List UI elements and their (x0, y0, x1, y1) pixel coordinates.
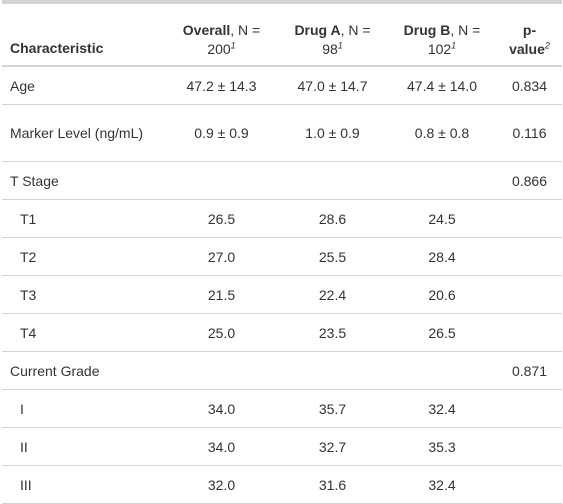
header-drug-b-n-label: , N = (450, 22, 481, 38)
table-row: Age 47.2 ± 14.3 47.0 ± 14.7 47.4 ± 14.0 … (2, 66, 562, 105)
table-row: T4 25.0 23.5 26.5 (2, 313, 562, 352)
overall-cell: 27.0 (165, 237, 278, 276)
table-row: T Stage 0.866 (2, 161, 562, 200)
overall-cell: 25.0 (165, 313, 278, 352)
row-label: Marker Level (ng/mL) (2, 104, 165, 162)
row-label: T2 (2, 237, 165, 276)
p-value-cell: 0.871 (497, 351, 562, 390)
header-characteristic-label: Characteristic (10, 40, 104, 56)
p-value-cell (497, 465, 562, 504)
drug-b-cell (387, 351, 497, 390)
overall-cell: 0.9 ± 0.9 (165, 104, 278, 162)
drug-a-cell (278, 351, 387, 390)
drug-b-cell: 47.4 ± 14.0 (387, 66, 497, 105)
row-label: I (2, 389, 165, 428)
row-label: Current Grade (2, 351, 165, 390)
table-row: I 34.0 35.7 32.4 (2, 389, 562, 428)
header-overall-group: Overall (182, 22, 231, 38)
table-body: Age 47.2 ± 14.3 47.0 ± 14.7 47.4 ± 14.0 … (2, 66, 562, 504)
overall-cell: 26.5 (165, 199, 278, 238)
table-row: II 34.0 32.7 35.3 (2, 427, 562, 466)
overall-cell: 32.0 (165, 465, 278, 504)
p-value-cell (497, 427, 562, 466)
header-drug-b-count: 102 (427, 41, 452, 57)
drug-b-cell: 28.4 (387, 237, 497, 276)
header-drug-a: Drug A, N = 981 (278, 3, 387, 67)
header-characteristic: Characteristic (2, 3, 165, 67)
drug-a-cell (278, 161, 387, 200)
table-row: III 32.0 31.6 32.4 (2, 465, 562, 504)
p-value-cell: 0.866 (497, 161, 562, 200)
row-label: II (2, 427, 165, 466)
overall-cell: 47.2 ± 14.3 (165, 66, 278, 105)
row-label: T4 (2, 313, 165, 352)
header-row: Characteristic Overall, N = 2001 Drug A,… (2, 3, 562, 67)
p-value-cell (497, 237, 562, 276)
row-label: III (2, 465, 165, 504)
drug-b-cell: 35.3 (387, 427, 497, 466)
overall-cell (165, 351, 278, 390)
table-row: T1 26.5 28.6 24.5 (2, 199, 562, 238)
drug-a-cell: 31.6 (278, 465, 387, 504)
drug-a-cell: 35.7 (278, 389, 387, 428)
overall-cell: 21.5 (165, 275, 278, 314)
header-drug-a-n-label: , N = (340, 22, 371, 38)
drug-b-cell: 32.4 (387, 389, 497, 428)
table-header: Characteristic Overall, N = 2001 Drug A,… (2, 0, 562, 67)
table-row: T3 21.5 22.4 20.6 (2, 275, 562, 314)
header-p-value-line1: p- (522, 22, 537, 38)
p-value-cell (497, 389, 562, 428)
drug-a-cell: 23.5 (278, 313, 387, 352)
drug-b-cell: 32.4 (387, 465, 497, 504)
drug-b-cell: 20.6 (387, 275, 497, 314)
row-label: T Stage (2, 161, 165, 200)
drug-a-cell: 32.7 (278, 427, 387, 466)
drug-a-cell: 28.6 (278, 199, 387, 238)
drug-b-cell: 26.5 (387, 313, 497, 352)
header-drug-a-count: 98 (322, 41, 338, 57)
header-p-value-footnote-mark: 2 (544, 40, 550, 51)
drug-a-cell: 1.0 ± 0.9 (278, 104, 387, 162)
header-overall-n-label: , N = (230, 22, 261, 38)
table-row: Marker Level (ng/mL) 0.9 ± 0.9 1.0 ± 0.9… (2, 104, 562, 162)
p-value-cell: 0.116 (497, 104, 562, 162)
overall-cell (165, 161, 278, 200)
p-value-cell: 0.834 (497, 66, 562, 105)
table-row: Current Grade 0.871 (2, 351, 562, 390)
header-drug-b-group: Drug B (403, 22, 451, 38)
header-drug-b: Drug B, N = 1021 (387, 3, 497, 67)
row-label: T1 (2, 199, 165, 238)
drug-b-cell: 24.5 (387, 199, 497, 238)
row-label: T3 (2, 275, 165, 314)
drug-a-cell: 47.0 ± 14.7 (278, 66, 387, 105)
overall-cell: 34.0 (165, 389, 278, 428)
header-overall: Overall, N = 2001 (165, 3, 278, 67)
header-p-value-line2: value (509, 41, 545, 57)
drug-a-cell: 22.4 (278, 275, 387, 314)
p-value-cell (497, 313, 562, 352)
p-value-cell (497, 199, 562, 238)
drug-b-cell (387, 161, 497, 200)
header-overall-footnote-mark: 1 (230, 40, 236, 51)
header-p-value: p- value2 (497, 3, 562, 67)
header-drug-a-group: Drug A (294, 22, 341, 38)
header-drug-b-footnote-mark: 1 (451, 40, 457, 51)
table-row: T2 27.0 25.5 28.4 (2, 237, 562, 276)
row-label: Age (2, 66, 165, 105)
header-drug-a-footnote-mark: 1 (337, 40, 343, 51)
drug-a-cell: 25.5 (278, 237, 387, 276)
p-value-cell (497, 275, 562, 314)
overall-cell: 34.0 (165, 427, 278, 466)
drug-b-cell: 0.8 ± 0.8 (387, 104, 497, 162)
header-overall-count: 200 (207, 41, 231, 57)
